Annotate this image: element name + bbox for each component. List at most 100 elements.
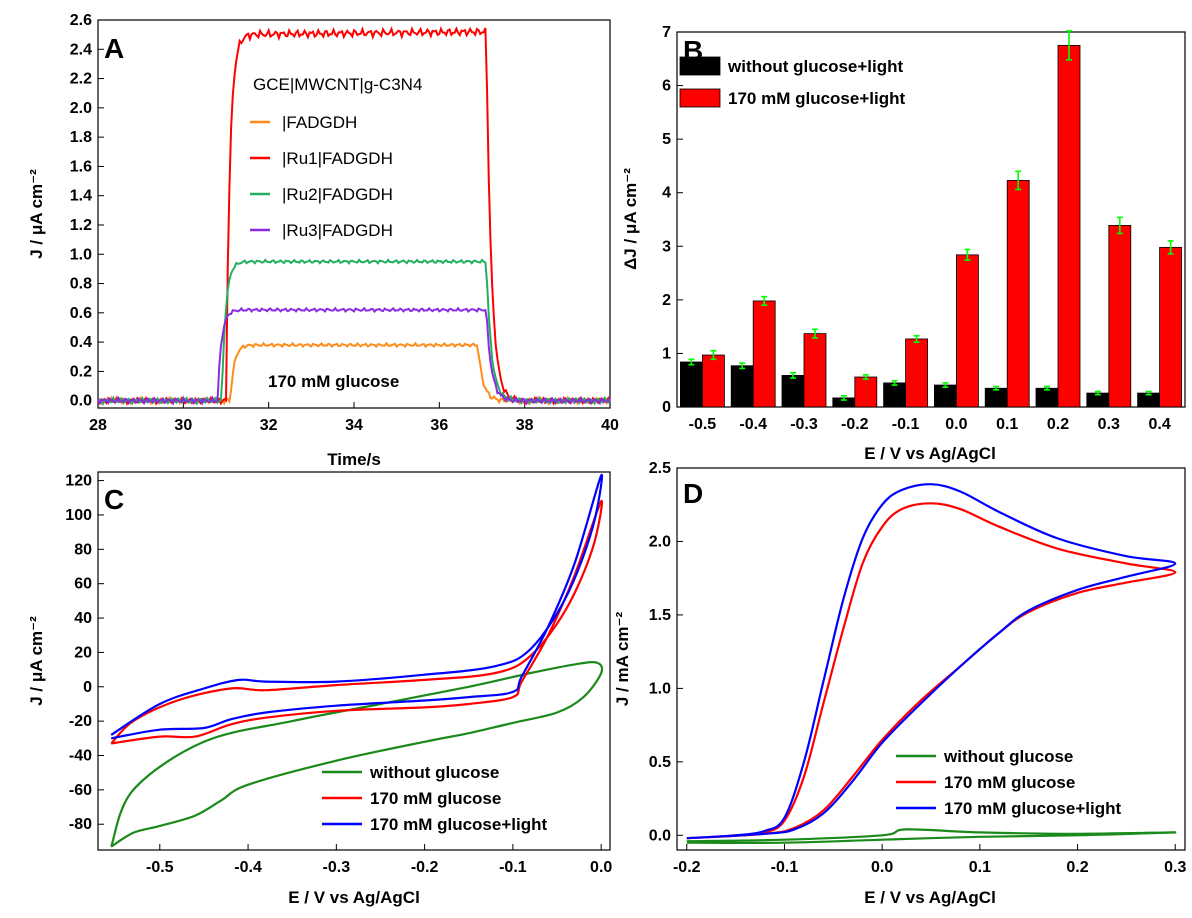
legend-label: 170 mM glucose+light xyxy=(944,799,1121,818)
panel-a-legend-title: GCE|MWCNT|g-C3N4 xyxy=(253,75,422,94)
bar xyxy=(730,365,754,408)
legend-swatch xyxy=(679,88,721,108)
x-tick-label: -0.2 xyxy=(411,859,439,876)
y-tick-label: -20 xyxy=(69,713,92,730)
y-tick-label: 0.6 xyxy=(70,305,92,322)
x-tick-label: 40 xyxy=(601,417,619,434)
y-tick-label: 0.5 xyxy=(649,754,671,771)
panel-d-xlabel: E / V vs Ag/AgCl xyxy=(864,888,996,907)
series-line xyxy=(686,502,1177,840)
series-line xyxy=(110,473,604,740)
y-tick-label: 5 xyxy=(662,131,671,148)
y-tick-label: 1.8 xyxy=(70,129,92,146)
x-tick-label: -0.5 xyxy=(689,416,717,433)
legend-label: without glucose+light xyxy=(727,57,904,76)
bar xyxy=(752,300,776,408)
bar xyxy=(883,382,906,408)
bar xyxy=(1006,179,1030,408)
y-tick-label: 120 xyxy=(65,473,92,490)
x-tick-label: -0.5 xyxy=(146,859,174,876)
bar xyxy=(1159,246,1182,408)
y-tick-label: 100 xyxy=(65,507,92,524)
x-tick-label: 32 xyxy=(260,417,278,434)
legend-label: 170 mM glucose xyxy=(944,773,1075,792)
panel-b-ylabel: ΔJ / μA cm⁻² xyxy=(621,168,640,270)
y-tick-label: 2.5 xyxy=(649,460,671,477)
x-tick-label: 0.2 xyxy=(1047,416,1069,433)
panel-d-plot-frame xyxy=(676,467,1186,851)
legend-label: 170 mM glucose+light xyxy=(370,815,547,834)
panel-d: D 0.0 0.5 1.0 1.5 2.0 2.5 -0.2 -0.1 0.0 0.1 0.2 0.… xyxy=(613,460,1186,907)
panel-a: A 0.0 0.2 0.4 0.6 0.8 1.0 1.2 1.4 1.6 1.8 2.0 2.2 2.… xyxy=(27,12,619,469)
legend-label: |FADGDH xyxy=(282,113,357,132)
y-tick-label: -80 xyxy=(69,816,92,833)
x-tick-label: 0.2 xyxy=(1066,859,1088,876)
series-line xyxy=(686,828,1177,844)
y-tick-label: 6 xyxy=(662,78,671,95)
panel-d-ylabel: J / mA cm⁻² xyxy=(613,612,632,707)
y-tick-label: 0 xyxy=(83,679,92,696)
y-tick-label: 20 xyxy=(74,644,92,661)
panel-c-plot-frame xyxy=(97,471,611,851)
y-tick-label: 2.0 xyxy=(649,533,671,550)
y-tick-label: 0 xyxy=(662,399,671,416)
x-tick-label: -0.3 xyxy=(790,416,818,433)
panel-a-ylabel: J / μA cm⁻² xyxy=(27,169,46,259)
legend-label: |Ru2|FADGDH xyxy=(282,185,393,204)
x-tick-label: 28 xyxy=(89,417,107,434)
legend-label: |Ru3|FADGDH xyxy=(282,221,393,240)
x-tick-label: -0.3 xyxy=(323,859,351,876)
panel-c-letter: C xyxy=(104,484,124,515)
x-tick-label: -0.2 xyxy=(673,859,701,876)
panel-c-xlabel: E / V vs Ag/AgCl xyxy=(288,888,420,907)
x-tick-label: 30 xyxy=(174,417,192,434)
panel-a-letter: A xyxy=(104,33,124,64)
bar xyxy=(1057,44,1081,408)
y-tick-label: 40 xyxy=(74,610,92,627)
legend-label: without glucose xyxy=(943,747,1073,766)
series-line xyxy=(686,483,1177,840)
y-tick-label: 2.6 xyxy=(70,12,92,29)
series-line xyxy=(97,306,611,406)
y-tick-label: 0.8 xyxy=(70,276,92,293)
x-tick-label: -0.1 xyxy=(771,859,799,876)
y-tick-label: 2.4 xyxy=(70,41,92,58)
bar xyxy=(1108,224,1132,408)
y-tick-label: 3 xyxy=(662,238,671,255)
panel-c: C -80 -60 -40 -20 0 20 40 60 80 100 120 -0.5 -0.4 -0… xyxy=(27,471,612,907)
x-tick-label: 0.4 xyxy=(1148,416,1170,433)
panel-b-xlabel: E / V vs Ag/AgCl xyxy=(864,444,996,463)
y-tick-label: 0.0 xyxy=(70,393,92,410)
y-tick-label: 60 xyxy=(74,576,92,593)
x-tick-label: 0.0 xyxy=(945,416,967,433)
bar xyxy=(803,333,827,408)
panel-a-xlabel: Time/s xyxy=(327,450,381,469)
legend-swatch xyxy=(679,56,721,76)
x-tick-label: 0.1 xyxy=(969,859,991,876)
panel-a-annotation: 170 mM glucose xyxy=(268,372,399,391)
legend-label: 170 mM glucose xyxy=(370,789,501,808)
panel-c-ylabel: J / μA cm⁻² xyxy=(27,616,46,706)
y-tick-label: 1.0 xyxy=(70,246,92,263)
bar xyxy=(781,374,805,408)
series-line xyxy=(110,661,604,848)
y-tick-label: 7 xyxy=(662,24,671,41)
y-tick-label: 1 xyxy=(662,345,671,362)
bar xyxy=(934,384,957,408)
y-tick-label: -60 xyxy=(69,782,92,799)
x-tick-label: 0.1 xyxy=(996,416,1018,433)
x-tick-label: -0.1 xyxy=(892,416,920,433)
bar xyxy=(854,376,878,408)
x-tick-label: 34 xyxy=(345,417,363,434)
legend-label: 170 mM glucose+light xyxy=(728,89,905,108)
panel-d-letter: D xyxy=(683,478,703,509)
y-tick-label: 2 xyxy=(662,292,671,309)
x-tick-label: 38 xyxy=(516,417,534,434)
bar xyxy=(956,254,979,408)
y-tick-label: -40 xyxy=(69,748,92,765)
x-tick-label: 36 xyxy=(430,417,448,434)
bar xyxy=(1035,387,1059,408)
x-tick-label: -0.1 xyxy=(499,859,527,876)
y-tick-label: 1.6 xyxy=(70,158,92,175)
